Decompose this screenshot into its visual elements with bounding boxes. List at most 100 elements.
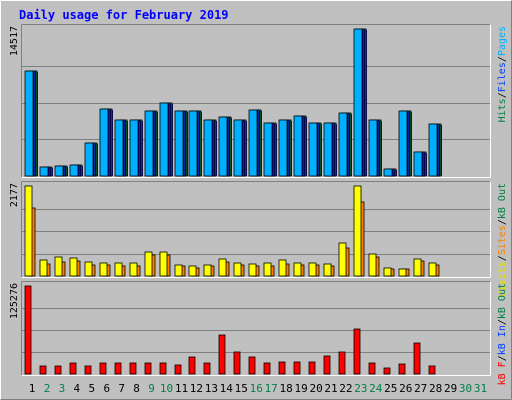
day-label-16: 16 — [250, 382, 263, 395]
bar-bottom-kb-f-day-3 — [54, 365, 62, 375]
day-label-19: 19 — [294, 382, 307, 395]
bar-bottom-kb-f-day-25 — [383, 367, 391, 375]
bar-bottom-kb-f-day-1 — [24, 285, 32, 375]
bar-top-pages-day-5 — [84, 142, 94, 177]
bar-top-pages-day-3 — [54, 165, 64, 177]
day-label-8: 8 — [133, 382, 140, 395]
panel-top-legend-item-2: Files — [497, 62, 508, 92]
panel-top-legend: Hits/Files/Pages — [497, 26, 508, 122]
day-label-22: 22 — [339, 382, 352, 395]
bar-middle-visits-day-3 — [54, 256, 63, 277]
day-label-11: 11 — [175, 382, 188, 395]
panel-top-legend-item-4: Pages — [497, 26, 508, 56]
bar-bottom-kb-f-day-28 — [428, 365, 436, 375]
bar-top-pages-day-20 — [308, 122, 318, 177]
panel-top-legend-item-3: / — [497, 56, 508, 62]
panel-middle-area — [21, 181, 491, 278]
bar-top-pages-day-28 — [428, 123, 438, 177]
bar-middle-visits-day-22 — [338, 242, 347, 277]
day-label-5: 5 — [88, 382, 95, 395]
day-label-2: 2 — [44, 382, 51, 395]
day-label-21: 21 — [324, 382, 337, 395]
bar-middle-visits-day-26 — [398, 268, 407, 277]
day-label-25: 25 — [384, 382, 397, 395]
bar-bottom-kb-f-day-4 — [69, 362, 77, 375]
day-label-7: 7 — [118, 382, 125, 395]
day-label-26: 26 — [399, 382, 412, 395]
bar-middle-visits-day-2 — [39, 259, 48, 277]
bar-middle-visits-day-9 — [144, 251, 153, 277]
panel-bottom-legend-item-4: kB Out — [497, 283, 508, 319]
day-label-24: 24 — [369, 382, 383, 395]
bar-middle-visits-day-24 — [368, 253, 377, 277]
bar-top-pages-day-19 — [293, 115, 303, 177]
bar-middle-visits-day-18 — [278, 259, 287, 277]
bar-bottom-kb-f-day-27 — [413, 342, 421, 375]
panel-top-legend-item-1: / — [497, 92, 508, 98]
day-label-1: 1 — [29, 382, 36, 395]
bar-top-pages-day-18 — [278, 119, 288, 177]
bar-middle-visits-day-17 — [263, 262, 272, 277]
bar-top-pages-day-14 — [218, 116, 228, 177]
day-label-10: 10 — [160, 382, 173, 395]
panel-middle-legend-item-0: Visits — [497, 261, 508, 297]
panel-bottom-max-label: 125276 — [9, 283, 20, 319]
bar-bottom-kb-f-day-5 — [84, 365, 92, 375]
bar-middle-visits-day-16 — [248, 263, 257, 277]
bar-middle-visits-day-13 — [203, 264, 212, 277]
bar-bottom-kb-f-day-16 — [248, 356, 256, 375]
bar-middle-visits-day-14 — [218, 258, 227, 277]
day-label-4: 4 — [73, 382, 80, 395]
panel-middle-legend: Visits/Sites/kB Out — [497, 183, 508, 297]
bar-bottom-kb-f-day-21 — [323, 355, 331, 375]
bar-middle-visits-day-20 — [308, 262, 317, 277]
day-label-14: 14 — [220, 382, 234, 395]
bar-bottom-kb-f-day-14 — [218, 334, 226, 375]
bar-top-pages-day-12 — [188, 110, 198, 177]
day-label-28: 28 — [429, 382, 442, 395]
bar-bottom-kb-f-day-11 — [174, 364, 182, 375]
bar-bottom-kb-f-day-2 — [39, 365, 47, 375]
day-label-29: 29 — [444, 382, 457, 395]
bar-top-pages-day-11 — [174, 110, 184, 177]
bar-top-pages-day-13 — [203, 119, 213, 177]
bar-bottom-kb-f-day-6 — [99, 362, 107, 375]
bar-bottom-kb-f-day-13 — [203, 362, 211, 375]
bar-top-pages-day-2 — [39, 166, 49, 177]
bar-top-pages-day-15 — [233, 119, 243, 177]
day-label-6: 6 — [103, 382, 110, 395]
bar-top-pages-day-10 — [159, 102, 169, 177]
bar-middle-visits-day-21 — [323, 263, 332, 277]
bar-middle-visits-day-23 — [353, 185, 362, 277]
day-label-20: 20 — [309, 382, 322, 395]
bar-middle-visits-day-19 — [293, 262, 302, 277]
day-label-12: 12 — [190, 382, 203, 395]
bar-top-pages-day-24 — [368, 119, 378, 177]
bar-middle-visits-day-7 — [114, 262, 123, 277]
panel-bottom: 125276 kB F/kB In/kB Out — [9, 281, 508, 385]
bar-bottom-kb-f-day-17 — [263, 362, 271, 375]
bar-bottom-kb-f-day-9 — [144, 362, 152, 375]
day-label-13: 13 — [205, 382, 218, 395]
bar-top-pages-day-27 — [413, 151, 423, 177]
bar-bottom-kb-f-day-15 — [233, 351, 241, 375]
day-label-3: 3 — [59, 382, 66, 395]
bar-top-pages-day-9 — [144, 110, 154, 177]
bar-bottom-kb-f-day-8 — [129, 362, 137, 375]
panel-bottom-legend: kB F/kB In/kB Out — [497, 283, 508, 385]
bar-bottom-kb-f-day-12 — [188, 356, 196, 375]
bar-middle-visits-day-1 — [24, 185, 33, 277]
bar-top-pages-day-26 — [398, 110, 408, 177]
panel-top-max-label: 14517 — [9, 26, 20, 56]
bar-bottom-kb-f-day-26 — [398, 363, 406, 375]
bar-middle-visits-day-11 — [174, 264, 183, 277]
day-label-15: 15 — [235, 382, 248, 395]
bar-bottom-kb-f-day-18 — [278, 361, 286, 375]
bar-bottom-kb-f-day-22 — [338, 351, 346, 375]
panel-bottom-legend-item-0: kB F — [497, 361, 508, 385]
day-label-18: 18 — [279, 382, 292, 395]
panel-middle-legend-item-2: Sites — [497, 225, 508, 255]
panel-bottom-legend-item-2: kB In — [497, 325, 508, 355]
panel-middle-max-label: 2177 — [9, 183, 20, 207]
